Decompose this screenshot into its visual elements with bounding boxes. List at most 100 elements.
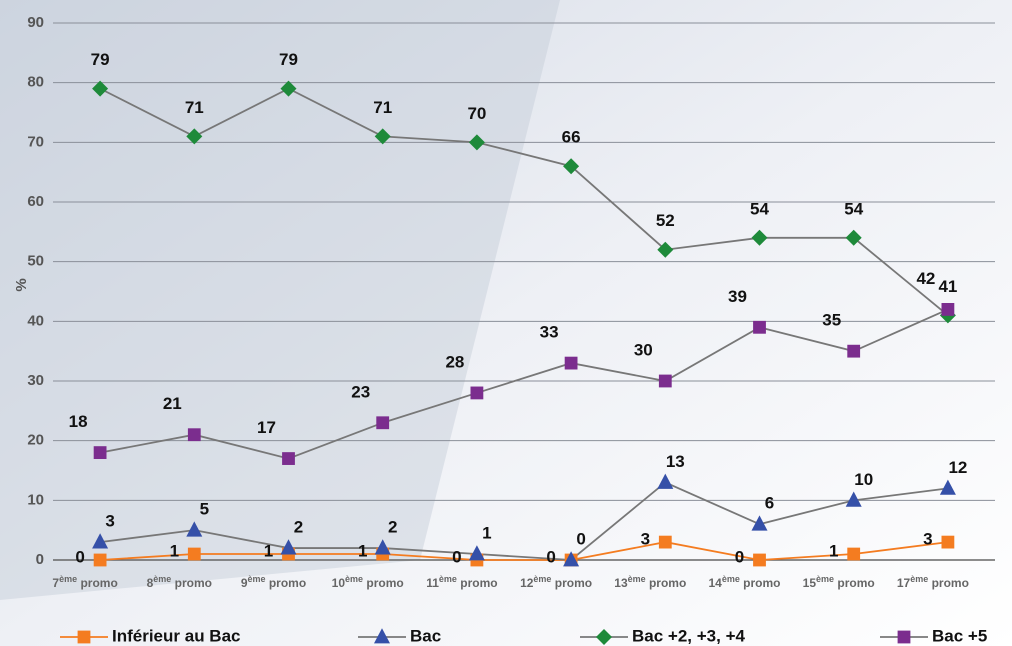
data-label: 71	[373, 98, 392, 117]
marker	[374, 628, 390, 644]
data-label: 3	[105, 512, 114, 531]
x-tick-label: 10ème promo	[332, 574, 404, 590]
marker	[658, 535, 672, 549]
marker	[845, 491, 862, 507]
data-label: 1	[829, 542, 838, 561]
marker	[751, 515, 768, 531]
x-tick-label: 17ème promo	[897, 574, 969, 590]
data-label: 1	[264, 542, 273, 561]
data-label: 54	[844, 199, 863, 218]
marker	[93, 553, 107, 567]
marker	[563, 158, 580, 175]
photo-backdrop	[0, 0, 560, 600]
y-tick-label: 10	[27, 491, 44, 508]
data-label: 70	[467, 104, 486, 123]
y-tick-label: 40	[27, 312, 44, 329]
data-label: 2	[294, 518, 303, 537]
marker	[847, 547, 861, 561]
series-line	[99, 308, 949, 460]
data-label: 41	[938, 277, 957, 296]
x-tick-label: 9ème promo	[241, 574, 306, 590]
marker	[897, 630, 911, 644]
data-label: 42	[916, 269, 935, 288]
data-label: 1	[170, 542, 179, 561]
data-label: 18	[69, 412, 88, 431]
x-tick-label: 8ème promo	[147, 574, 212, 590]
data-label: 0	[452, 547, 461, 566]
marker	[847, 344, 861, 358]
data-label: 3	[923, 530, 932, 549]
data-label: 5	[200, 500, 209, 519]
legend-label: Inférieur au Bac	[112, 626, 241, 645]
series-line	[100, 541, 949, 561]
marker	[941, 303, 955, 316]
y-tick-label: 90	[27, 14, 44, 31]
marker	[564, 356, 578, 370]
marker	[657, 473, 674, 489]
marker	[93, 446, 107, 459]
y-tick-label: 50	[27, 253, 44, 270]
y-tick-label: 60	[27, 193, 44, 210]
data-label: 30	[634, 340, 653, 359]
marker	[939, 479, 956, 495]
data-label: 33	[540, 323, 559, 342]
data-label: 54	[750, 199, 769, 218]
marker	[470, 386, 484, 400]
data-label: 13	[666, 452, 685, 471]
data-label: 71	[185, 98, 204, 117]
marker	[468, 134, 485, 151]
y-tick-label: 20	[27, 432, 44, 449]
marker	[92, 80, 109, 97]
data-label: 39	[728, 287, 747, 306]
x-tick-label: 13ème promo	[614, 574, 686, 590]
data-label: 0	[735, 547, 744, 566]
y-tick-label: 30	[27, 372, 44, 389]
marker	[941, 535, 955, 549]
marker	[374, 128, 391, 145]
x-tick-label: 14ème promo	[708, 574, 780, 590]
legend-label: Bac +5	[932, 626, 987, 645]
data-label: 0	[75, 547, 84, 566]
data-label: 0	[546, 547, 555, 566]
marker	[92, 533, 109, 549]
data-label: 21	[163, 394, 182, 413]
series-line	[99, 87, 949, 317]
marker	[187, 547, 201, 561]
data-label: 1	[482, 524, 491, 543]
marker	[282, 452, 295, 465]
x-tick-label: 11ème promo	[426, 574, 497, 590]
marker	[186, 521, 203, 537]
marker	[374, 539, 391, 555]
data-label: 28	[445, 352, 464, 371]
marker	[280, 80, 297, 97]
x-tick-label: 15ème promo	[803, 574, 875, 590]
y-tick-label: 70	[27, 133, 44, 150]
data-label: 0	[576, 529, 585, 548]
marker	[187, 428, 201, 442]
marker	[753, 553, 766, 567]
x-tick-label: 7ème promo	[52, 574, 117, 590]
marker	[376, 416, 390, 430]
data-label: 2	[388, 518, 397, 537]
data-label: 6	[765, 494, 774, 513]
marker	[751, 229, 768, 246]
data-label: 35	[822, 311, 841, 330]
y-tick-label: 80	[27, 74, 44, 91]
legend-label: Bac +2, +3, +4	[632, 626, 745, 645]
data-label: 79	[91, 50, 110, 69]
data-label: 12	[948, 458, 967, 477]
marker	[753, 320, 766, 334]
marker	[657, 241, 674, 258]
marker	[280, 539, 297, 555]
data-label: 52	[656, 211, 675, 230]
marker	[563, 551, 580, 567]
y-axis-label: %	[13, 278, 30, 291]
series-line	[99, 481, 949, 561]
marker	[845, 229, 862, 246]
data-label: 10	[854, 470, 873, 489]
marker	[596, 629, 612, 645]
y-tick-label: 0	[36, 551, 44, 568]
data-label: 23	[351, 382, 370, 401]
